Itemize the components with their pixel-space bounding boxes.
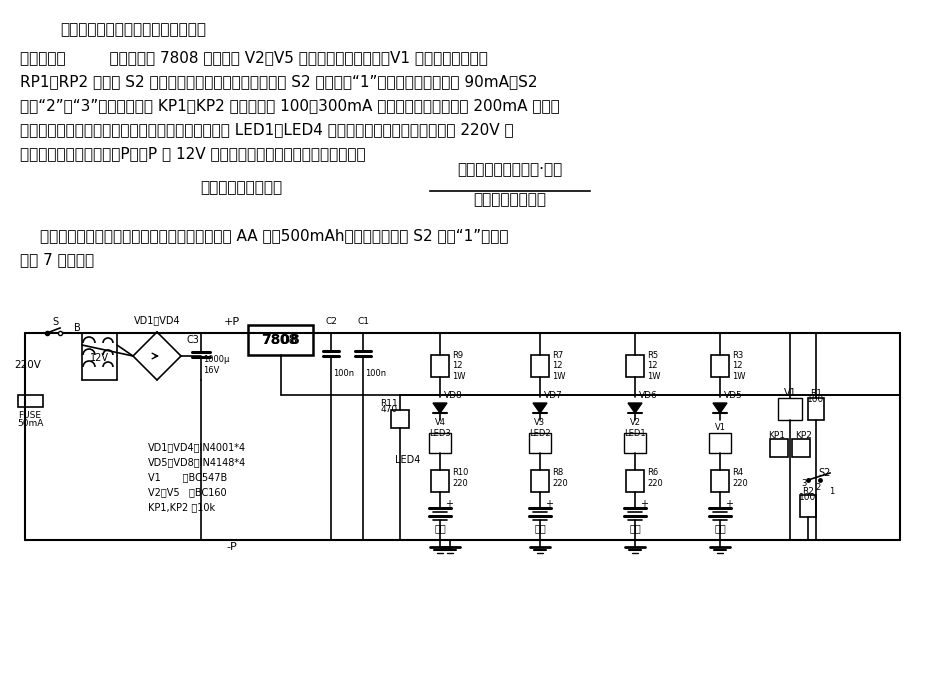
Text: 7808: 7808: [261, 333, 300, 347]
Bar: [391, 410, 409, 428]
Text: +: +: [445, 499, 453, 509]
Text: KP1,KP2 ：10k: KP1,KP2 ：10k: [148, 502, 215, 512]
Text: R10
220: R10 220: [452, 469, 468, 488]
Text: 充电时间（小时）＝: 充电时间（小时）＝: [200, 181, 282, 196]
Text: 1: 1: [830, 488, 834, 496]
Text: 电池: 电池: [434, 523, 446, 533]
Text: 充电 7 个小时。: 充电 7 个小时。: [20, 252, 94, 267]
Text: 220V: 220V: [15, 360, 42, 370]
Bar: [626, 470, 644, 492]
Text: 100n: 100n: [365, 369, 386, 378]
Text: VD5～VD8：IN4148*4: VD5～VD8：IN4148*4: [148, 457, 247, 467]
Bar: [792, 439, 810, 457]
Text: R9
12
1W: R9 12 1W: [452, 351, 466, 381]
Text: +: +: [545, 499, 553, 509]
Bar: [800, 495, 816, 517]
Text: 1000μ
16V: 1000μ 16V: [203, 355, 229, 375]
Text: C1: C1: [357, 318, 369, 327]
Bar: [711, 355, 729, 377]
Text: 置于“2”或“3”时，通过调节 KP1、KP2 可得到每路 100～300mA 的充电电流。如果采用 200mA 以上的: 置于“2”或“3”时，通过调节 KP1、KP2 可得到每路 100～300mA …: [20, 98, 560, 113]
Text: R6
220: R6 220: [647, 469, 663, 488]
Polygon shape: [628, 403, 642, 413]
Text: 50mA: 50mA: [17, 418, 43, 428]
Text: R2: R2: [803, 486, 814, 496]
Text: V3
LED2: V3 LED2: [529, 418, 551, 438]
Text: B: B: [74, 323, 80, 333]
Text: VD1～VD4: VD1～VD4: [134, 315, 181, 325]
Text: 电池: 电池: [629, 523, 641, 533]
Bar: [626, 355, 644, 377]
Text: V4
LED3: V4 LED3: [429, 418, 451, 438]
Text: R8
220: R8 220: [552, 469, 568, 488]
Text: -P: -P: [226, 542, 237, 552]
Text: V1       ：BC547B: V1 ：BC547B: [148, 472, 227, 482]
Text: LED4: LED4: [395, 455, 420, 465]
Text: VD8: VD8: [444, 390, 463, 399]
Text: C3: C3: [186, 335, 199, 345]
Bar: [709, 433, 731, 453]
Text: +: +: [725, 499, 733, 509]
Bar: [431, 470, 449, 492]
Bar: [529, 433, 551, 453]
Polygon shape: [433, 403, 447, 413]
Text: 电流充电时，各三极管应加散热器。图中发光二极管 LED1～LED4 作充电指示用。整个电路既可由 220V 市: 电流充电时，各三极管应加散热器。图中发光二极管 LED1～LED4 作充电指示用…: [20, 122, 514, 137]
Text: VD7: VD7: [544, 390, 562, 399]
Bar: [531, 470, 549, 492]
Text: V2
LED1: V2 LED1: [624, 418, 646, 438]
Text: +: +: [640, 499, 648, 509]
Text: S: S: [52, 317, 58, 327]
Text: R3
12
1W: R3 12 1W: [732, 351, 746, 381]
Text: 100n: 100n: [333, 369, 354, 378]
Text: 3: 3: [802, 479, 806, 488]
Polygon shape: [713, 403, 727, 413]
Text: 100: 100: [800, 494, 816, 502]
Text: VD5: VD5: [724, 390, 743, 399]
Text: R7
12
1W: R7 12 1W: [552, 351, 565, 381]
Text: R4
220: R4 220: [732, 469, 748, 488]
Text: VD1～VD4：IN4001*4: VD1～VD4：IN4001*4: [148, 442, 246, 452]
Bar: [429, 433, 451, 453]
Bar: [778, 398, 802, 420]
Text: 本电路可对四节电池同时进行充电。: 本电路可对四节电池同时进行充电。: [60, 22, 206, 37]
Text: 7808: 7808: [263, 333, 298, 347]
Text: KP1: KP1: [768, 430, 785, 439]
Text: 电池: 电池: [714, 523, 726, 533]
Bar: [808, 398, 824, 420]
Text: 470: 470: [381, 405, 398, 414]
Text: 镍镎电池容量（毫安·时）: 镍镎电池容量（毫安·时）: [457, 162, 562, 177]
Text: 电路示于图         三端稳压器 7808 和三极管 V2～V5 组成四路电流源电路，V1 和相应的可变电阑: 电路示于图 三端稳压器 7808 和三极管 V2～V5 组成四路电流源电路，V1…: [20, 50, 488, 65]
Bar: [711, 470, 729, 492]
Text: R11: R11: [380, 399, 398, 407]
Text: C2: C2: [325, 318, 337, 327]
Bar: [18, 395, 43, 407]
Text: FUSE: FUSE: [19, 411, 42, 420]
Text: S2: S2: [818, 468, 831, 478]
Bar: [431, 355, 449, 377]
Text: V1: V1: [714, 424, 725, 433]
Bar: [531, 355, 549, 377]
Polygon shape: [533, 403, 547, 413]
Text: 2: 2: [816, 483, 820, 492]
Text: RP1、RP2 及开关 S2 用于控制各路充电电流的大小。当 S2 置于位置“1”时每路充电电流均为 90mA，S2: RP1、RP2 及开关 S2 用于控制各路充电电流的大小。当 S2 置于位置“1…: [20, 74, 537, 89]
Text: 100: 100: [807, 395, 825, 405]
Text: V2～V5   ：BC160: V2～V5 ：BC160: [148, 487, 226, 497]
Text: KP2: KP2: [795, 430, 812, 439]
Text: 电池: 电池: [534, 523, 546, 533]
Text: V1: V1: [784, 388, 796, 398]
Bar: [248, 325, 313, 355]
Text: 充电电流（毫安）: 充电电流（毫安）: [474, 192, 546, 207]
Text: +P: +P: [224, 317, 240, 327]
Text: VD6: VD6: [639, 390, 657, 399]
Text: 电供电，也可通过接头＋P、－P 由 12V 蓄电池供电。充电时间可由下式计算：: 电供电，也可通过接头＋P、－P 由 12V 蓄电池供电。充电时间可由下式计算：: [20, 146, 366, 161]
Text: 实际使用时，充电时间可延长。例如对于常用的 AA 型（500mAh）镍镎电池，当 S2 置于“1”时，约: 实际使用时，充电时间可延长。例如对于常用的 AA 型（500mAh）镍镎电池，当…: [40, 228, 508, 243]
Text: R5
12
1W: R5 12 1W: [647, 351, 660, 381]
Text: R1: R1: [810, 388, 822, 397]
Bar: [770, 439, 788, 457]
Bar: [624, 433, 646, 453]
Text: 12V: 12V: [89, 353, 109, 363]
